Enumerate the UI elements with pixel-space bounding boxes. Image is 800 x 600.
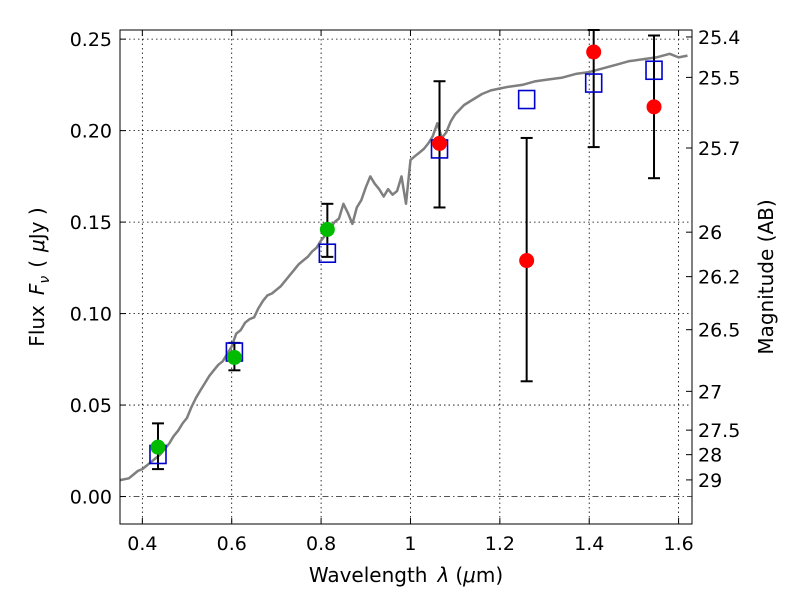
y-axis-title-unit-open: (	[25, 260, 49, 268]
x-axis-title-unit-mu: μ	[462, 563, 476, 587]
detection-point	[150, 439, 166, 455]
detection-point	[319, 221, 335, 237]
tick-layer	[120, 30, 692, 524]
x-tick-label: 1	[404, 533, 416, 555]
x-tick-label: 0.4	[127, 533, 157, 555]
model-sed-layer	[119, 52, 688, 482]
x-tick-label: 1.2	[485, 533, 515, 555]
y2-tick-label: 29	[698, 470, 722, 492]
y2-tick-label: 27.5	[698, 420, 740, 442]
model-photometry-layer	[149, 60, 663, 465]
x-axis-title-prefix: Wavelength	[309, 563, 428, 587]
detection-point	[519, 253, 535, 269]
y2-tick-label: 25.7	[698, 138, 740, 160]
y-tick-label: 0.25	[70, 29, 112, 51]
y2-tick-label: 27	[698, 381, 722, 403]
y-tick-label: 0.20	[70, 121, 112, 143]
y-tick-label: 0.15	[70, 212, 112, 234]
y-axis-title-prefix: Flux	[25, 305, 49, 347]
model-photometry-square	[584, 73, 603, 93]
model-photometry-square	[517, 89, 536, 110]
x-tick-label: 0.8	[306, 533, 336, 555]
grid-layer	[120, 30, 692, 524]
y2-tick-label: 26.2	[698, 267, 740, 289]
y2-tick-labels: 25.4 25.5 25.7 26 26.2 26.5 27 27.5 28 29	[698, 27, 740, 492]
y2-tick-label: 26.5	[698, 320, 740, 342]
y2-axis-title: Magnitude (AB)	[754, 199, 778, 354]
y-tick-label: 0.10	[70, 304, 112, 326]
y2-tick-label: 26	[698, 222, 722, 244]
detection-point	[432, 135, 448, 151]
plot-frame	[119, 29, 693, 525]
x-axis-title-unit-rest: m)	[476, 563, 503, 587]
y-axis-title: Flux Fν ( μJy )	[25, 207, 53, 346]
y-axis-title-var: F	[25, 283, 49, 295]
y-tick-label: 0.05	[70, 395, 112, 417]
y-tick-labels: 0.00 0.05 0.10 0.15 0.20 0.25	[70, 29, 112, 508]
error-bar-layer	[151, 29, 661, 471]
x-tick-labels: 0.4 0.6 0.8 1 1.2 1.4 1.6	[127, 533, 693, 555]
detection-point	[226, 350, 242, 366]
y-axis-title-unit-mu: μ	[25, 239, 49, 253]
x-tick-label: 0.6	[217, 533, 247, 555]
x-axis-title-var: λ	[436, 563, 449, 587]
y2-tick-label: 25.4	[698, 27, 740, 49]
y-axis-title-sub: ν	[37, 276, 53, 284]
model-photometry-square	[645, 60, 663, 81]
y2-tick-label: 25.5	[698, 67, 740, 89]
y2-tick-label: 28	[698, 445, 722, 467]
model-photometry-square	[318, 243, 337, 264]
sed-line	[119, 52, 688, 482]
detection-points-layer	[150, 44, 662, 455]
y-axis-title-unit-rest: Jy )	[25, 207, 49, 241]
x-axis-title-unit-open: (	[455, 563, 463, 587]
y-tick-label: 0.00	[70, 487, 112, 509]
x-axis-title: Wavelength λ (μm)	[309, 563, 503, 587]
x-tick-label: 1.6	[663, 533, 693, 555]
detection-point	[586, 44, 602, 60]
detection-point	[646, 99, 662, 115]
x-tick-label: 1.4	[574, 533, 604, 555]
